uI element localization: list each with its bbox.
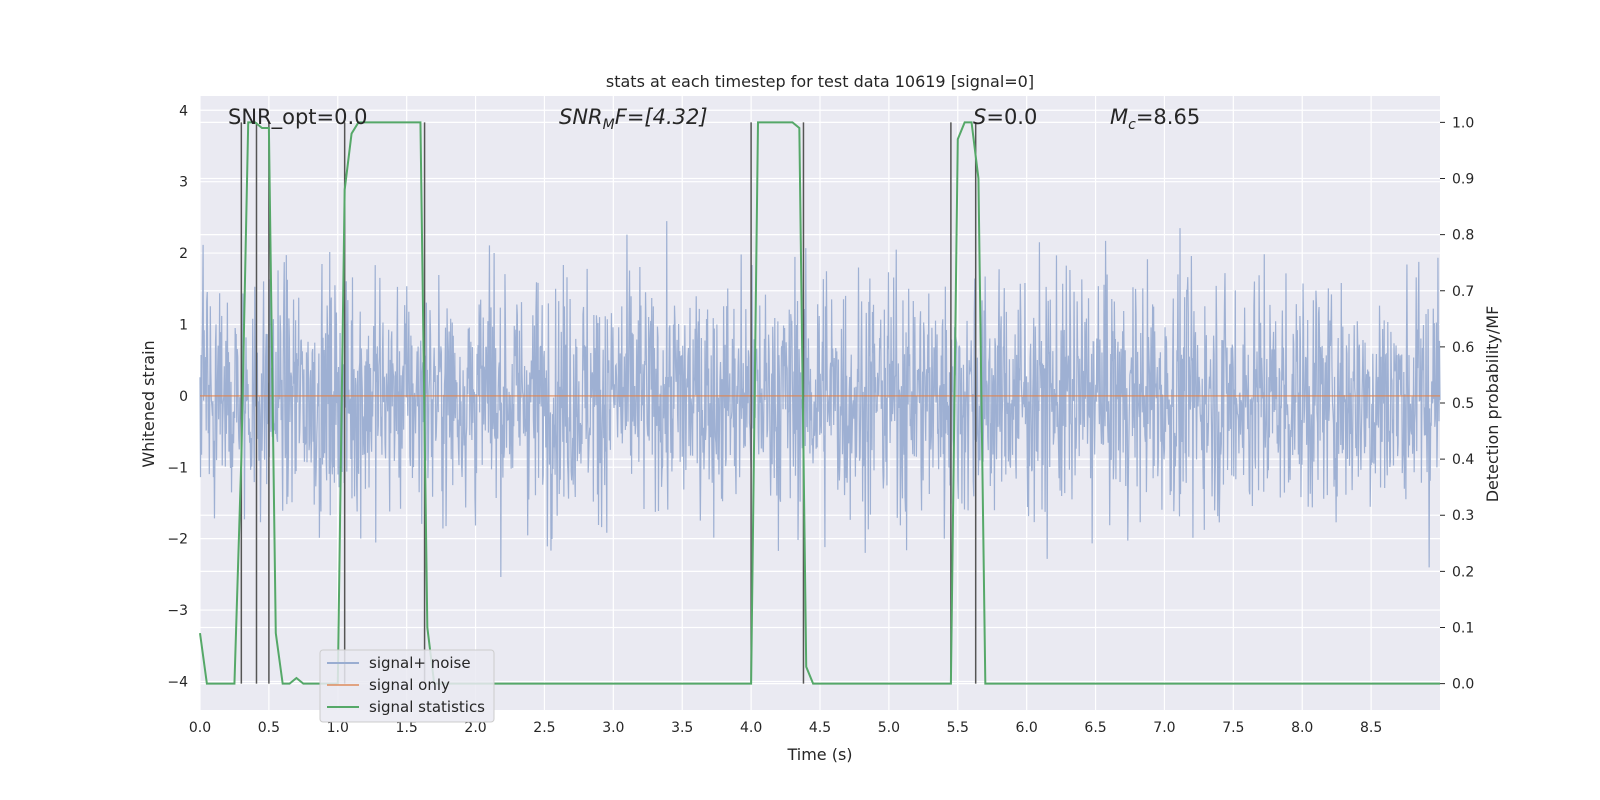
signal-statistics-line xyxy=(199,121,1440,685)
x-tick-label: 2.0 xyxy=(464,720,486,736)
legend-box xyxy=(319,649,495,723)
x-tick-label: 0.5 xyxy=(258,720,280,736)
x-tick-label: 5.0 xyxy=(878,720,900,736)
y-tick-label: 4 xyxy=(179,103,188,119)
x-tick-label: 3.0 xyxy=(602,720,624,736)
y2-tick-label: 0.0 xyxy=(1452,677,1474,693)
chart-title: stats at each timestep for test data 106… xyxy=(606,72,1034,91)
x-tick-label: 7.5 xyxy=(1222,720,1244,736)
y-axis-label: Whitened strain xyxy=(139,340,158,467)
x-tick-label: 0.0 xyxy=(189,720,211,736)
x-tick-label: 8.5 xyxy=(1360,720,1382,736)
x-tick-label: 2.5 xyxy=(533,720,555,736)
signal-noise-line xyxy=(199,221,1441,578)
x-axis-ticks: 0.0 0.5 1.0 1.5 2.0 2.5 3.0 3.5 4.0 4.5 5.0 5.5 6.0 6… xyxy=(189,720,1382,736)
x-tick-label: 1.5 xyxy=(396,720,418,736)
y-tick-label: −3 xyxy=(167,603,188,619)
y2-tick-label: 0.4 xyxy=(1452,452,1474,468)
y-axis-ticks: 4 3 2 1 0 −1 −2 −3 −4 xyxy=(167,103,188,690)
x-tick-label: 4.5 xyxy=(809,720,831,736)
x-tick-label: 5.5 xyxy=(947,720,969,736)
y-tick-label: 2 xyxy=(179,246,188,262)
y2-axis-label: Detection probability/MF xyxy=(1483,306,1502,503)
legend-label-signal-only: signal only xyxy=(369,676,450,694)
x-tick-label: 8.0 xyxy=(1291,720,1313,736)
y2-tick-label: 0.8 xyxy=(1452,228,1474,244)
legend-label-signal-statistics: signal statistics xyxy=(369,698,485,716)
x-tick-label: 6.0 xyxy=(1016,720,1038,736)
y-tick-label: −1 xyxy=(167,460,188,476)
y-tick-label: −2 xyxy=(167,532,188,548)
y2-tick-label: 0.1 xyxy=(1452,620,1474,636)
series-signal-noise xyxy=(199,221,1441,578)
annotation-snr-opt: SNR_opt=0.0 xyxy=(228,105,368,130)
x-tick-label: 6.5 xyxy=(1084,720,1106,736)
series-signal-statistics xyxy=(199,121,1440,685)
legend-label-signal-noise: signal+ noise xyxy=(369,654,471,672)
x-tick-label: 1.0 xyxy=(327,720,349,736)
x-tick-label: 4.0 xyxy=(740,720,762,736)
annotation-snr-mf: SNRMF=[4.32] xyxy=(559,105,708,133)
annotation-mc: Mc=8.65 xyxy=(1110,105,1200,133)
y-tick-label: 3 xyxy=(179,175,188,191)
y2-tick-label: 0.5 xyxy=(1452,396,1474,412)
y2-tick-label: 0.7 xyxy=(1452,284,1474,300)
y2-tick-label: 0.9 xyxy=(1452,172,1474,188)
y-tick-label: 0 xyxy=(179,389,188,405)
x-tick-label: 3.5 xyxy=(671,720,693,736)
y2-tick-label: 0.2 xyxy=(1452,564,1474,580)
y-tick-label: −4 xyxy=(167,674,188,690)
x-axis-label: Time (s) xyxy=(786,745,852,764)
y2-tick-label: 1.0 xyxy=(1452,115,1474,131)
x-tick-label: 7.0 xyxy=(1153,720,1175,736)
y2-tick-label: 0.6 xyxy=(1452,340,1474,356)
y2-axis-ticks: 1.0 0.9 0.8 0.7 0.6 0.5 0.4 0.3 0.2 0.1 0.0 xyxy=(1440,115,1474,693)
annotation-s: S=0.0 xyxy=(973,105,1037,129)
y2-tick-label: 0.3 xyxy=(1452,508,1474,524)
y-tick-label: 1 xyxy=(179,317,188,333)
legend: signal+ noise signal only signal statist… xyxy=(319,649,495,723)
